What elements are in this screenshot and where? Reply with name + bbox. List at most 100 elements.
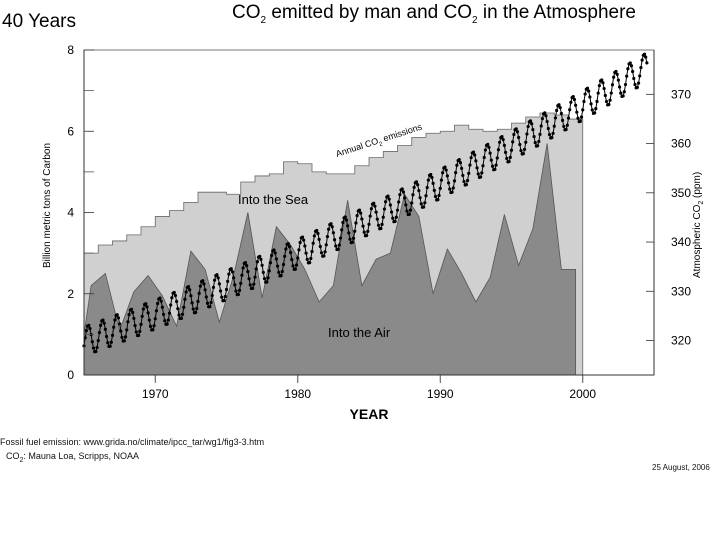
co2-point — [279, 273, 283, 278]
co2-point — [327, 227, 331, 231]
co2-point — [118, 322, 122, 326]
co2-point — [545, 119, 549, 124]
co2-point — [509, 148, 514, 152]
co2-point — [266, 276, 270, 280]
co2-point — [460, 166, 464, 171]
co2-point — [169, 303, 173, 307]
co2-point — [236, 292, 240, 297]
x-axis-title: YEAR — [350, 406, 389, 422]
co2-point — [304, 251, 308, 255]
co2-point — [437, 193, 441, 198]
co2-point — [227, 272, 231, 276]
co2-point — [253, 275, 257, 279]
co2-point — [272, 248, 276, 252]
co2-point — [501, 137, 505, 142]
co2-point — [148, 324, 153, 328]
co2-point — [575, 110, 579, 114]
co2-point — [255, 260, 259, 264]
co2-point — [569, 100, 573, 104]
co2-point — [517, 135, 521, 140]
co2-point — [237, 288, 242, 292]
co2-point — [213, 278, 217, 282]
x-tick-label: 2000 — [569, 387, 596, 401]
co2-point — [310, 249, 314, 254]
co2-point — [96, 339, 100, 343]
co2-point — [308, 260, 312, 265]
co2-point — [198, 284, 202, 288]
co2-point — [412, 185, 416, 189]
co2-point — [425, 185, 429, 190]
co2-point — [512, 132, 516, 137]
co2-point — [122, 339, 126, 343]
co2-point — [405, 209, 409, 213]
co2-point — [578, 119, 582, 123]
co2-point — [614, 69, 618, 74]
co2-point — [262, 277, 267, 281]
co2-point — [354, 221, 358, 225]
co2-point — [430, 175, 434, 180]
co2-point — [252, 282, 256, 286]
co2-point — [203, 288, 207, 292]
co2-point — [343, 215, 347, 219]
co2-point — [401, 190, 406, 194]
co2-point — [540, 116, 544, 121]
co2-point — [422, 205, 426, 209]
co2-point — [300, 235, 305, 239]
co2-point — [486, 142, 490, 146]
co2-point — [533, 141, 537, 145]
co2-point — [431, 181, 435, 185]
co2-point — [382, 207, 387, 211]
co2-point — [625, 74, 629, 78]
co2-point — [585, 86, 590, 90]
co2-point — [559, 111, 563, 116]
co2-point — [194, 310, 198, 315]
co2-point — [446, 181, 451, 185]
co2-point — [108, 344, 112, 348]
co2-point — [94, 349, 98, 354]
co2-point — [182, 305, 186, 309]
co2-point — [632, 76, 636, 81]
co2-point — [127, 312, 131, 317]
y-left-tick-label: 2 — [67, 287, 74, 301]
co2-point — [462, 179, 466, 184]
co2-point — [240, 273, 244, 277]
co2-point — [177, 313, 181, 317]
co2-point — [208, 304, 212, 309]
co2-point — [109, 340, 113, 344]
co2-point — [436, 198, 440, 202]
co2-point — [366, 229, 370, 233]
co2-point — [322, 254, 326, 258]
co2-point — [593, 111, 597, 115]
co2-point — [347, 231, 351, 235]
co2-point — [351, 236, 356, 240]
co2-point — [452, 179, 457, 183]
co2-point — [329, 222, 333, 226]
co2-point — [167, 311, 172, 315]
co2-point — [123, 335, 128, 339]
co2-point — [603, 93, 607, 98]
co2-point — [346, 224, 350, 228]
co2-point — [141, 307, 145, 311]
co2-point — [374, 210, 378, 214]
co2-point — [151, 328, 155, 332]
co2-point — [246, 269, 250, 274]
y-right-tick-label: 350 — [671, 186, 691, 200]
co2-point — [222, 298, 226, 303]
co2-point — [232, 276, 236, 280]
y-left-axis-title: Billion metric tons of Carbon — [42, 143, 53, 268]
co2-point — [132, 316, 136, 321]
co2-point — [607, 102, 611, 107]
co2-point — [359, 211, 363, 215]
co2-point — [558, 106, 562, 110]
co2-point — [209, 300, 213, 305]
co2-point — [154, 309, 159, 313]
co2-point — [373, 204, 377, 208]
co2-point — [179, 316, 183, 320]
co2-point — [120, 335, 124, 339]
co2-point — [283, 254, 287, 258]
co2-point — [445, 174, 449, 178]
co2-point — [519, 149, 523, 153]
co2-point — [180, 312, 185, 316]
co2-point — [273, 251, 277, 255]
co2-point — [336, 247, 340, 251]
